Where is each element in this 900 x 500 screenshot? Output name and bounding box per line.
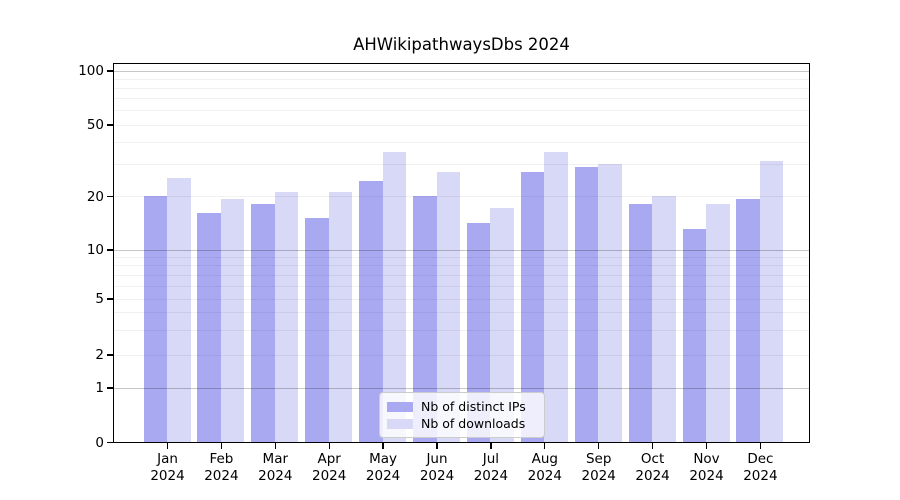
gridline (114, 196, 809, 197)
x-tick-mark (220, 442, 223, 449)
x-tick-mark (705, 442, 708, 449)
bar-downloads (598, 163, 622, 442)
legend-label: Nb of downloads (421, 416, 526, 431)
x-tick-mark (328, 442, 330, 449)
y-tick-label: 50 (86, 117, 104, 133)
bar-distinct-ips (197, 212, 221, 442)
bar-downloads (652, 195, 676, 442)
bar-downloads (544, 151, 568, 442)
bar-downloads (328, 191, 353, 442)
y-tick-label: 100 (78, 63, 104, 79)
y-tick-mark (107, 249, 113, 251)
y-tick-mark (107, 441, 113, 444)
bar-distinct-ips (574, 166, 599, 442)
legend: Nb of distinct IPs Nb of downloads (379, 392, 545, 438)
y-tick-label: 1 (95, 380, 104, 396)
y-tick-mark (107, 124, 113, 126)
gridline (114, 265, 809, 267)
gridline (114, 354, 809, 356)
x-tick-mark (166, 442, 169, 449)
bar-distinct-ips (251, 203, 275, 442)
bar-distinct-ips (682, 228, 706, 442)
x-tick-mark (436, 442, 438, 449)
x-tick-label: Dec 2024 (743, 451, 778, 484)
gridline (114, 285, 809, 287)
x-tick-label: Jun 2024 (419, 451, 455, 484)
legend-item: Nb of distinct IPs (387, 399, 534, 414)
gridline (114, 274, 809, 276)
gridline (114, 256, 809, 258)
bar-distinct-ips (143, 195, 167, 442)
gridline (114, 312, 809, 314)
gridline (114, 298, 809, 300)
y-tick-mark (107, 298, 113, 300)
bar-downloads (220, 199, 245, 442)
chart-title: AHWikipathwaysDbs 2024 (353, 35, 570, 54)
x-tick-label: Mar 2024 (258, 451, 293, 484)
bar-downloads (274, 191, 299, 442)
y-tick-label: 0 (95, 434, 104, 451)
x-tick-label: May 2024 (365, 451, 401, 484)
gridline (114, 78, 809, 80)
bar-downloads (759, 161, 784, 442)
gridline (114, 387, 809, 389)
bar-distinct-ips (628, 203, 653, 442)
plot-area (113, 63, 810, 443)
x-tick-label: Feb 2024 (204, 451, 239, 484)
gridline (114, 249, 809, 251)
legend-swatch-icon (387, 418, 413, 429)
y-tick-label: 5 (95, 291, 104, 307)
legend-item: Nb of downloads (387, 416, 534, 431)
x-tick-label: Sep 2024 (581, 451, 616, 484)
x-tick-label: Jan 2024 (150, 451, 185, 484)
y-tick-label: 2 (95, 347, 104, 363)
x-tick-mark (598, 442, 600, 449)
x-tick-mark (544, 442, 546, 449)
x-tick-label: Jul 2024 (473, 451, 509, 484)
x-tick-mark (651, 442, 654, 449)
y-tick-label: 20 (86, 188, 104, 205)
gridline (114, 141, 809, 143)
gridline (114, 164, 809, 166)
y-tick-label: 10 (86, 242, 104, 258)
gridline (114, 110, 809, 112)
y-tick-mark (107, 354, 113, 356)
y-tick-mark (107, 387, 113, 389)
bars-layer (114, 64, 809, 442)
legend-label: Nb of distinct IPs (421, 399, 526, 414)
x-tick-mark (274, 442, 276, 449)
x-tick-mark (382, 442, 384, 449)
bar-downloads (706, 203, 730, 442)
y-tick-mark (107, 195, 113, 198)
bar-downloads (167, 178, 191, 442)
x-tick-mark (490, 442, 492, 449)
x-tick-mark (759, 442, 762, 449)
gridline (114, 87, 809, 89)
x-tick-label: Nov 2024 (689, 451, 724, 484)
gridline (114, 329, 809, 331)
x-tick-label: Apr 2024 (312, 451, 347, 484)
x-tick-label: Aug 2024 (527, 451, 562, 484)
y-tick-mark (107, 70, 113, 72)
gridline (114, 70, 809, 72)
gridline (114, 124, 809, 126)
gridline (114, 98, 809, 100)
bar-distinct-ips (305, 217, 329, 442)
legend-swatch-icon (387, 401, 413, 412)
bar-distinct-ips (736, 199, 760, 442)
grid-layer (114, 64, 809, 442)
x-tick-label: Oct 2024 (635, 451, 670, 484)
